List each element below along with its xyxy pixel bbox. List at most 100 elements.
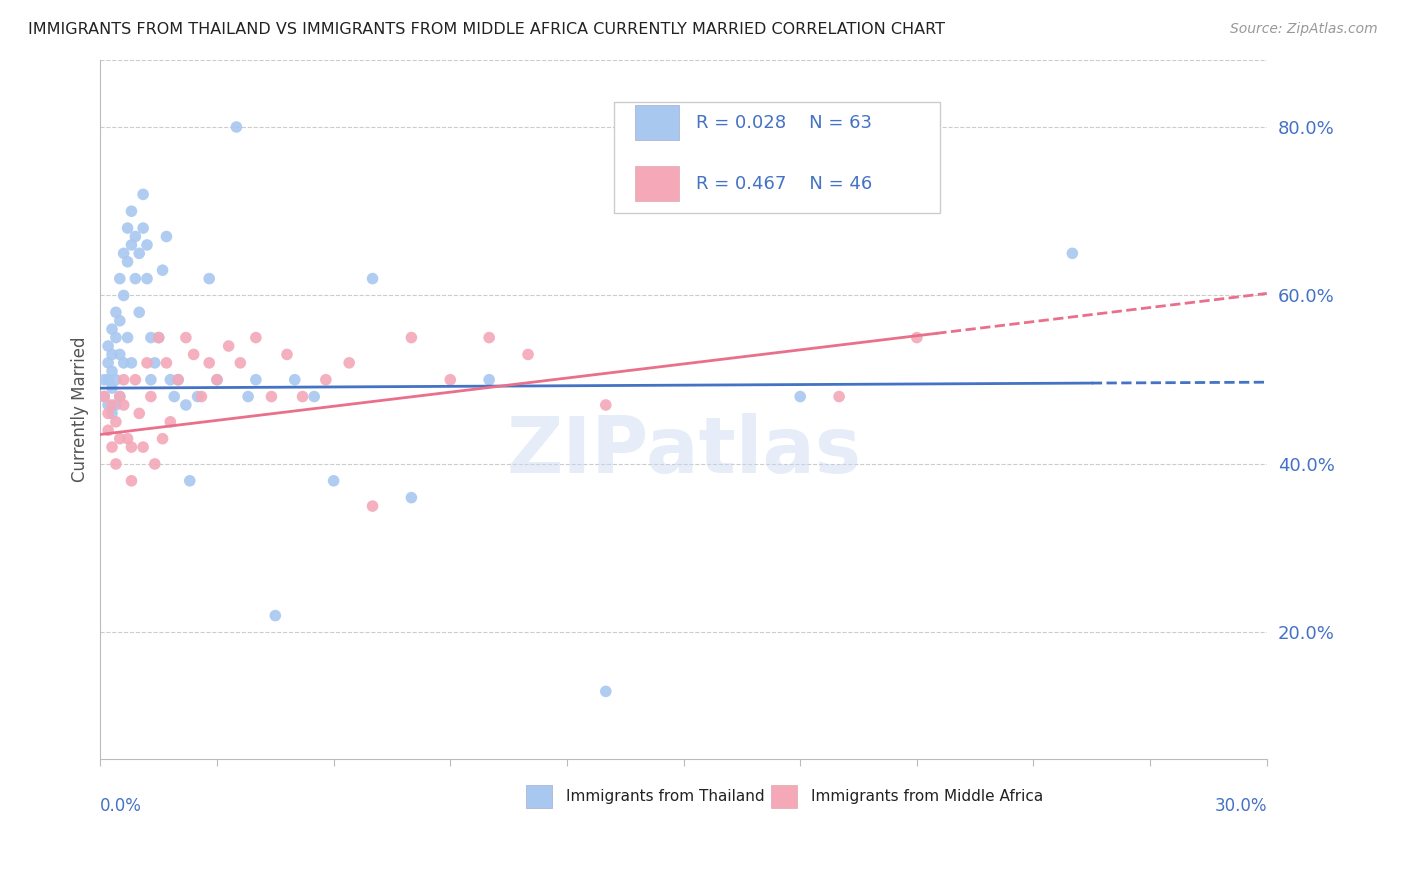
Point bbox=[190, 390, 212, 404]
Text: 30.0%: 30.0% bbox=[1215, 797, 1267, 815]
Point bbox=[120, 238, 142, 252]
FancyBboxPatch shape bbox=[526, 785, 551, 808]
Point bbox=[120, 440, 142, 454]
Point bbox=[401, 330, 423, 344]
Point bbox=[315, 373, 337, 387]
Point bbox=[179, 474, 201, 488]
Text: 0.0%: 0.0% bbox=[100, 797, 142, 815]
Point bbox=[104, 398, 127, 412]
Point bbox=[828, 390, 851, 404]
Point bbox=[155, 229, 177, 244]
Point bbox=[136, 271, 159, 285]
Point bbox=[108, 314, 131, 328]
Point bbox=[97, 356, 120, 370]
Point bbox=[108, 390, 131, 404]
Point bbox=[104, 373, 127, 387]
Point bbox=[218, 339, 240, 353]
Point bbox=[291, 390, 314, 404]
Point bbox=[124, 229, 146, 244]
Text: Immigrants from Middle Africa: Immigrants from Middle Africa bbox=[811, 789, 1043, 804]
Point bbox=[152, 432, 174, 446]
Point bbox=[229, 356, 252, 370]
Point bbox=[205, 373, 228, 387]
FancyBboxPatch shape bbox=[613, 102, 941, 213]
Point bbox=[163, 390, 186, 404]
Point bbox=[478, 330, 501, 344]
Point bbox=[93, 373, 115, 387]
Point bbox=[117, 254, 139, 268]
Point bbox=[205, 373, 228, 387]
Point bbox=[401, 491, 423, 505]
Point bbox=[143, 356, 166, 370]
Point bbox=[187, 390, 209, 404]
Point bbox=[132, 221, 155, 235]
FancyBboxPatch shape bbox=[770, 785, 797, 808]
Point bbox=[112, 398, 135, 412]
Point bbox=[97, 373, 120, 387]
Point bbox=[124, 271, 146, 285]
Point bbox=[101, 398, 124, 412]
Point bbox=[905, 330, 928, 344]
Point bbox=[439, 373, 461, 387]
Point bbox=[120, 474, 142, 488]
Point bbox=[595, 398, 617, 412]
Point bbox=[789, 390, 811, 404]
Point bbox=[93, 390, 115, 404]
Point bbox=[117, 221, 139, 235]
Point bbox=[143, 457, 166, 471]
Point bbox=[1062, 246, 1084, 260]
Y-axis label: Currently Married: Currently Married bbox=[72, 336, 89, 482]
Point bbox=[260, 390, 283, 404]
Point bbox=[198, 271, 221, 285]
Point bbox=[132, 440, 155, 454]
FancyBboxPatch shape bbox=[634, 105, 679, 140]
Text: ZIPatlas: ZIPatlas bbox=[506, 413, 860, 489]
Point bbox=[101, 381, 124, 395]
Point bbox=[104, 457, 127, 471]
Point bbox=[148, 330, 170, 344]
Text: R = 0.028    N = 63: R = 0.028 N = 63 bbox=[696, 114, 872, 132]
Point bbox=[245, 330, 267, 344]
Point bbox=[361, 271, 384, 285]
Point bbox=[148, 330, 170, 344]
Point bbox=[245, 373, 267, 387]
Text: Source: ZipAtlas.com: Source: ZipAtlas.com bbox=[1230, 22, 1378, 37]
Point bbox=[174, 398, 197, 412]
Point bbox=[136, 356, 159, 370]
Point bbox=[101, 364, 124, 378]
Point bbox=[101, 406, 124, 420]
Point bbox=[120, 204, 142, 219]
Point bbox=[139, 390, 162, 404]
Point bbox=[517, 347, 540, 361]
Point bbox=[174, 330, 197, 344]
Point bbox=[183, 347, 205, 361]
Point bbox=[93, 390, 115, 404]
Point bbox=[128, 305, 150, 319]
Point bbox=[124, 373, 146, 387]
Point bbox=[225, 120, 247, 134]
Point bbox=[167, 373, 190, 387]
Text: Immigrants from Thailand: Immigrants from Thailand bbox=[565, 789, 765, 804]
Point bbox=[112, 373, 135, 387]
Point bbox=[120, 356, 142, 370]
Point bbox=[276, 347, 298, 361]
Point bbox=[97, 339, 120, 353]
Point bbox=[136, 238, 159, 252]
Point bbox=[112, 356, 135, 370]
Point bbox=[104, 305, 127, 319]
Point bbox=[595, 684, 617, 698]
Point bbox=[337, 356, 360, 370]
Point bbox=[322, 474, 344, 488]
Point bbox=[117, 330, 139, 344]
Point bbox=[128, 406, 150, 420]
Text: IMMIGRANTS FROM THAILAND VS IMMIGRANTS FROM MIDDLE AFRICA CURRENTLY MARRIED CORR: IMMIGRANTS FROM THAILAND VS IMMIGRANTS F… bbox=[28, 22, 945, 37]
Point bbox=[112, 246, 135, 260]
Point bbox=[159, 415, 181, 429]
Point bbox=[159, 373, 181, 387]
Point bbox=[112, 288, 135, 302]
Point bbox=[139, 373, 162, 387]
Point bbox=[117, 432, 139, 446]
Point bbox=[101, 322, 124, 336]
Point bbox=[264, 608, 287, 623]
Point bbox=[361, 499, 384, 513]
